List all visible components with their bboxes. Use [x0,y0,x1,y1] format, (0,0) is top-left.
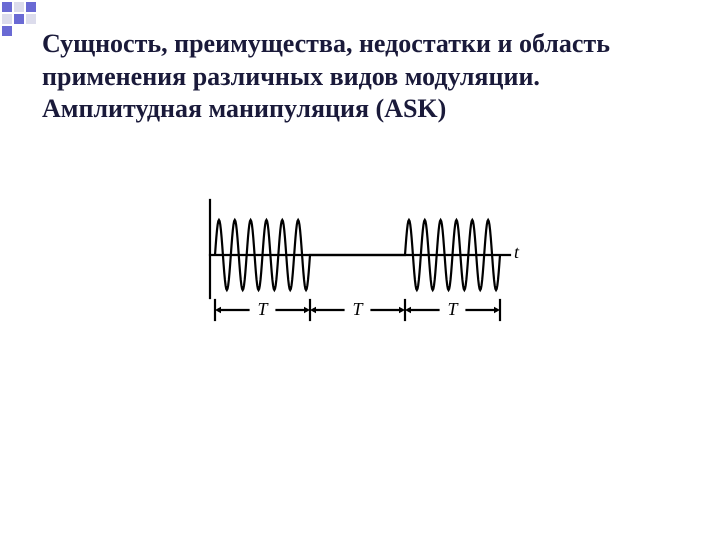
slide: Сущность, преимущества, недостатки и обл… [0,0,720,540]
period-label: T [348,299,368,320]
slide-title: Сущность, преимущества, недостатки и обл… [42,28,682,126]
ask-waveform-svg [180,195,540,355]
period-label: T [443,299,463,320]
time-axis-label: t [514,242,519,263]
period-label: T [253,299,273,320]
ask-waveform-diagram: t T T T [180,195,540,355]
